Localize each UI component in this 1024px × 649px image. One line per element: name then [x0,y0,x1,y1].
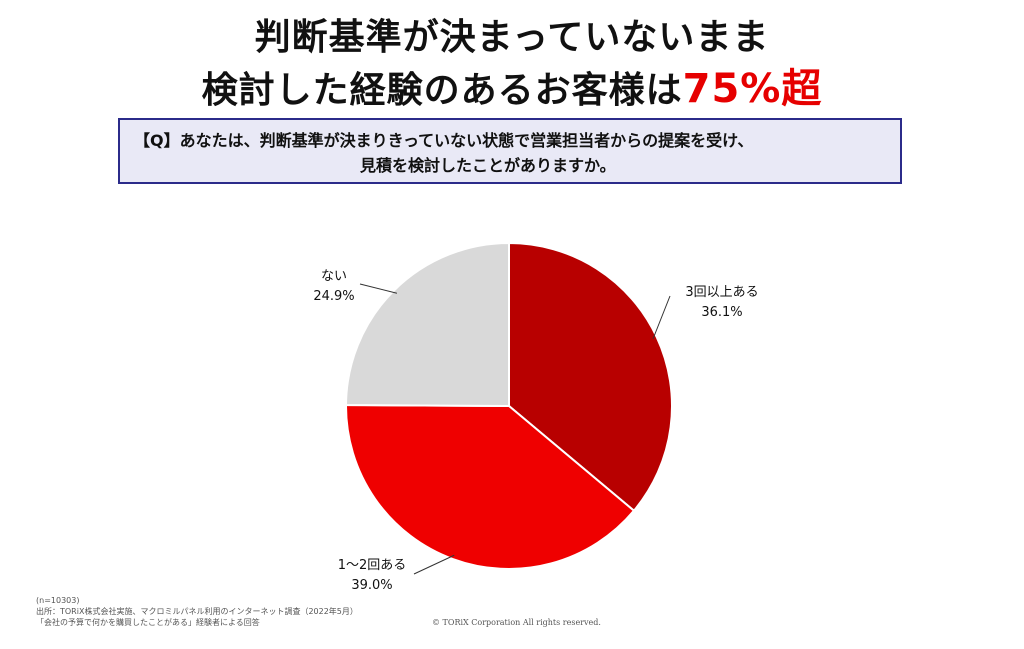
pie-slice-1to2 [345,403,636,570]
chart-title-line2-main: 検討した経験のあるお客様は [201,70,683,111]
leader-line-none [359,283,398,294]
question-box: 【Q】あなたは、判断基準が決まりきっていない状態で営業担当者からの提案を受け、 … [118,118,902,184]
question-text-line2: 見積を検討したことがありますか。 [360,156,616,175]
question-text-line1: 【Q】あなたは、判断基準が決まりきっていない状態で営業担当者からの提案を受け、 [134,131,754,150]
slice-value-none: 24.9% [313,289,355,304]
slice-label-3plus: 3回以上ある 36.1% [672,283,772,323]
leader-line-1to2 [413,554,455,575]
chart-title-line1: 判断基準が決まっていないまま [254,17,770,58]
chart-title-line2: 検討した経験のあるお客様は75%超 [0,56,1024,114]
leader-line-3plus [652,295,671,339]
slice-label-1to2: 1〜2回ある 39.0% [322,556,422,596]
footnote-target: 「会社の予算で何かを購買したことがある」経験者による回答 [36,618,260,627]
slice-value-3plus: 36.1% [701,305,743,320]
slice-value-1to2: 39.0% [351,578,393,593]
footnote: (n=10303) 出所：TORiX株式会社実施、マクロミルパネル利用のインター… [36,595,358,628]
pie-slice-none [344,241,510,408]
slice-category-none: ない [320,269,347,284]
copyright-notice: © TORiX Corporation All rights reserved. [432,618,601,627]
pie-slice-3plus [508,241,673,513]
slice-label-none: ない 24.9% [304,267,364,307]
slice-category-1to2: 1〜2回ある [337,558,407,573]
chart-title-highlight: 75%超 [682,66,823,112]
footnote-source: 出所：TORiX株式会社実施、マクロミルパネル利用のインターネット調査（2022… [36,607,358,616]
footnote-sample-size: (n=10303) [36,596,80,605]
slice-category-3plus: 3回以上ある [685,285,759,300]
